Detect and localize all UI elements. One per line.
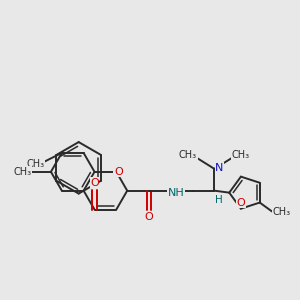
Text: N: N	[215, 163, 224, 173]
Text: O: O	[236, 198, 245, 208]
Text: O: O	[90, 178, 99, 188]
Text: CH₃: CH₃	[26, 159, 44, 169]
Text: NH: NH	[167, 188, 184, 198]
Text: CH₃: CH₃	[13, 167, 32, 177]
Text: CH₃: CH₃	[179, 150, 197, 160]
Text: H: H	[215, 195, 223, 205]
Text: CH₃: CH₃	[273, 206, 291, 217]
Text: CH₃: CH₃	[232, 150, 250, 160]
Text: O: O	[114, 167, 123, 177]
Text: O: O	[145, 212, 153, 222]
